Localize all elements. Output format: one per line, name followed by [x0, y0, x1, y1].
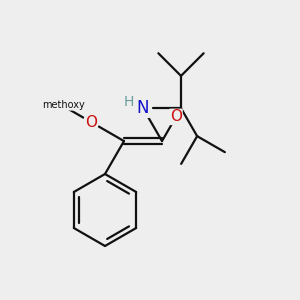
- Text: O: O: [85, 115, 97, 130]
- Text: O: O: [170, 109, 182, 124]
- Text: H: H: [124, 95, 134, 109]
- Text: methoxy: methoxy: [42, 100, 85, 110]
- Text: N: N: [137, 99, 149, 117]
